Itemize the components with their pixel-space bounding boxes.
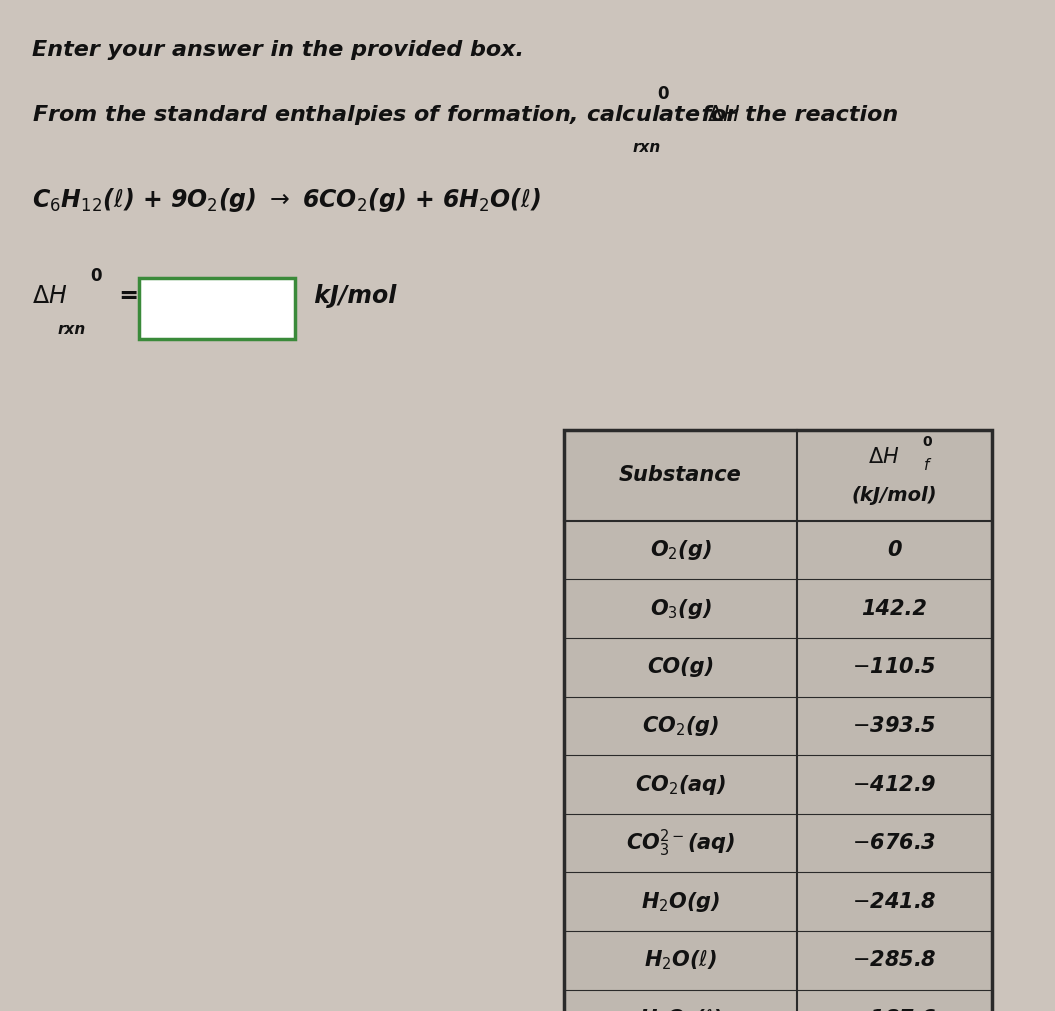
Text: 142.2: 142.2: [861, 599, 927, 619]
Text: $\mathit{f}$: $\mathit{f}$: [923, 457, 933, 473]
Text: $\mathbf{0}$: $\mathbf{0}$: [922, 435, 934, 449]
Text: (kJ/mol): (kJ/mol): [851, 486, 937, 504]
Bar: [564, 430, 992, 1011]
Text: $-$285.8: $-$285.8: [852, 950, 936, 971]
Text: CO(g): CO(g): [647, 657, 714, 677]
Text: Enter your answer in the provided box.: Enter your answer in the provided box.: [32, 39, 523, 60]
Text: =: =: [111, 284, 139, 308]
Text: O$_3$(g): O$_3$(g): [650, 596, 711, 621]
Text: C$_6$H$_{12}$($\ell$) + 9O$_2$(g) $\rightarrow$ 6CO$_2$(g) + 6H$_2$O($\ell$): C$_6$H$_{12}$($\ell$) + 9O$_2$(g) $\righ…: [32, 186, 541, 214]
Text: $-$110.5: $-$110.5: [851, 657, 937, 677]
Text: H$_2$O($\ell$): H$_2$O($\ell$): [644, 948, 717, 973]
Text: rxn: rxn: [633, 140, 661, 155]
Bar: [564, 430, 992, 1011]
Text: CO$_3^{2-}$(aq): CO$_3^{2-}$(aq): [626, 828, 735, 858]
Text: $-$676.3: $-$676.3: [852, 833, 936, 853]
Text: $\Delta H$: $\Delta H$: [32, 284, 66, 308]
Text: $\mathbf{0}$: $\mathbf{0}$: [90, 267, 102, 285]
Text: rxn: rxn: [58, 321, 87, 337]
Text: kJ/mol: kJ/mol: [306, 284, 397, 308]
Text: CO$_2$(g): CO$_2$(g): [641, 714, 720, 738]
Text: $-$393.5: $-$393.5: [851, 716, 937, 736]
Text: $-$187.6: $-$187.6: [851, 1009, 937, 1011]
Text: Substance: Substance: [619, 465, 742, 485]
Text: for the reaction: for the reaction: [686, 105, 898, 125]
Text: From the standard enthalpies of formation, calculate $\Delta H$: From the standard enthalpies of formatio…: [32, 103, 741, 127]
Text: $-$412.9: $-$412.9: [851, 774, 937, 795]
Text: 0: 0: [887, 540, 901, 560]
Text: H$_2$O$_2$($\ell$): H$_2$O$_2$($\ell$): [639, 1007, 722, 1011]
FancyBboxPatch shape: [139, 278, 295, 339]
Text: H$_2$O(g): H$_2$O(g): [640, 890, 721, 914]
Text: $\Delta H$: $\Delta H$: [868, 447, 899, 467]
Text: O$_2$(g): O$_2$(g): [650, 538, 711, 562]
Text: $-$241.8: $-$241.8: [852, 892, 936, 912]
Text: CO$_2$(aq): CO$_2$(aq): [635, 772, 726, 797]
Text: $\mathbf{0}$: $\mathbf{0}$: [657, 85, 670, 103]
